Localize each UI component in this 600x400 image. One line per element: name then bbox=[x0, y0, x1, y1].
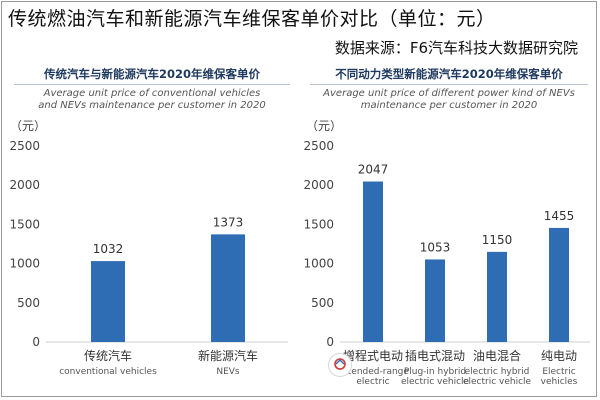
page-title: 传统燃油汽车和新能源汽车维保客单价对比（单位：元） bbox=[8, 8, 496, 30]
y-tick-label: 500 bbox=[311, 296, 334, 310]
bar-chart-conventional-vs-nev: （元） 0 500 1000 1500 2000 2500 1032 传统汽车 conventio… bbox=[9, 120, 288, 377]
data-label: 1455 bbox=[544, 209, 575, 223]
bar bbox=[549, 227, 569, 342]
x-tick-label: 油电混合 bbox=[473, 348, 521, 363]
title-divider bbox=[14, 84, 290, 85]
y-axis-unit: （元） bbox=[10, 120, 46, 133]
bar bbox=[487, 251, 507, 342]
y-tick-label: 1500 bbox=[304, 217, 334, 231]
chart-subtitle: Average unit price of different power ki… bbox=[323, 88, 575, 111]
x-tick-label: 增程式电动 bbox=[343, 348, 403, 363]
data-label: 1032 bbox=[93, 242, 124, 256]
watermark-logo-icon bbox=[328, 353, 352, 377]
chart-panel-left: 传统汽车与新能源汽车2020年维保客单价 Average unit price … bbox=[8, 66, 296, 396]
x-tick-label: 纯电动 bbox=[541, 349, 577, 363]
y-tick-label: 1000 bbox=[304, 257, 334, 271]
x-tick-label-en: Plug-in hybrid bbox=[404, 367, 466, 377]
x-tick-label-en: vehicles bbox=[541, 377, 578, 387]
x-tick-label-en: Electric bbox=[542, 367, 575, 377]
bar bbox=[425, 259, 445, 342]
data-label: 2047 bbox=[358, 163, 389, 177]
x-tick-label-en: electric hybrid bbox=[465, 367, 530, 377]
data-source: 数据来源：F6汽车科技大数据研究院 bbox=[334, 39, 578, 57]
x-tick-label-en: electric vehicle bbox=[401, 377, 470, 387]
bar bbox=[363, 181, 383, 342]
x-tick-label: 传统汽车 bbox=[84, 348, 132, 363]
bar bbox=[91, 261, 125, 342]
data-label: 1150 bbox=[482, 233, 513, 247]
y-tick-label: 2000 bbox=[9, 178, 40, 192]
chart-title: 传统汽车与新能源汽车2020年维保客单价 bbox=[43, 67, 260, 81]
y-tick-label: 1500 bbox=[9, 217, 40, 231]
y-tick-label: 2500 bbox=[304, 139, 334, 153]
x-tick-label: 新能源汽车 bbox=[198, 348, 258, 363]
chart-subtitle: Average unit price of conventional vehic… bbox=[38, 88, 266, 111]
chart-title: 不同动力类型新能源汽车2020年维保客单价 bbox=[335, 67, 563, 81]
data-label: 1053 bbox=[420, 240, 451, 254]
x-tick-label-en: electric vehicle bbox=[463, 377, 532, 387]
chart-panel-right: 不同动力类型新能源汽车2020年维保客单价 Average unit price… bbox=[304, 66, 594, 396]
x-tick-label-en: NEVs bbox=[216, 367, 240, 377]
x-tick-label-en: conventional vehicles bbox=[59, 367, 157, 377]
bar-chart-nev-power-types: （元） 0 500 1000 1500 2000 2500 2047 增程式电动 extended… bbox=[304, 120, 590, 387]
title-divider bbox=[310, 84, 588, 85]
y-axis-unit: （元） bbox=[306, 120, 342, 133]
y-tick-label: 2500 bbox=[9, 139, 40, 153]
y-tick-label: 0 bbox=[32, 335, 40, 349]
y-tick-label: 500 bbox=[17, 296, 40, 310]
y-tick-label: 0 bbox=[326, 335, 334, 349]
y-tick-label: 1000 bbox=[9, 257, 40, 271]
x-tick-label-en: extended-range bbox=[337, 367, 409, 377]
x-tick-label-en: electric bbox=[356, 377, 389, 387]
x-tick-label: 插电式混动 bbox=[405, 349, 465, 363]
data-label: 1373 bbox=[213, 215, 244, 229]
y-tick-label: 2000 bbox=[304, 178, 334, 192]
bar bbox=[211, 234, 245, 342]
